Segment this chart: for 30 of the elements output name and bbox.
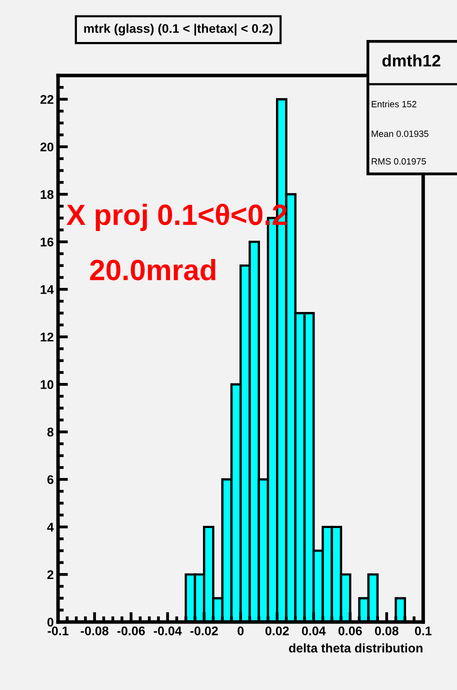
y-tick-label: 18 [40,190,54,199]
y-tick-label: 16 [40,238,54,246]
annotation: Entries 152 [372,100,416,108]
annotation: RMS 0.01975 [372,158,426,165]
y-tick-label: 4 [47,522,54,532]
text: dmth12 [382,54,440,67]
x-tick-label: -0.08 [80,626,108,636]
x-tick-label: 0.06 [338,626,362,636]
y-tick-label: 14 [40,285,54,294]
x-tick-label: 0.04 [302,626,326,636]
chart-title: mtrk (glass) (0.1 < |thetax| < 0.2) [84,24,272,36]
x-tick-label: -0.06 [117,626,145,636]
y-tick-label: 0 [47,618,54,627]
y-tick-label: 22 [40,95,54,104]
y-tick-label: 20 [40,142,54,152]
x-axis-title: delta theta distribution [288,643,422,653]
y-tick-label: 6 [47,475,54,484]
annotation: Mean 0.01935 [372,130,428,137]
x-tick-label: -0.04 [154,626,182,636]
x-tick-label: 0 [238,626,244,636]
x-tick-label: -0.02 [190,626,218,636]
x-tick-label: 0.08 [375,626,398,636]
y-tick-label: 12 [40,332,54,342]
y-tick-label: 2 [47,570,54,579]
y-tick-label: 8 [47,428,54,437]
annotation: 20.0mrad [90,258,216,280]
x-tick-label: 0.1 [414,626,432,636]
y-tick-label: 10 [40,380,54,390]
x-tick-label: 0.02 [265,626,289,636]
x-tick-label: -0.1 [48,626,68,636]
